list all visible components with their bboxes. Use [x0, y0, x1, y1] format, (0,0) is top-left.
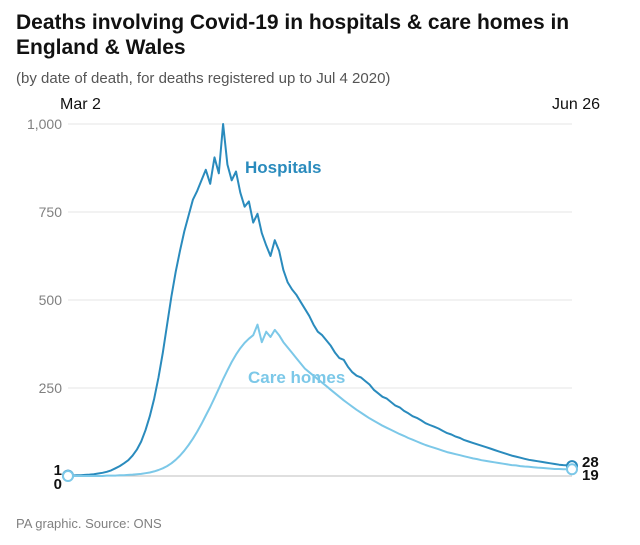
- chart-subtitle: (by date of death, for deaths registered…: [16, 70, 390, 87]
- start-label-carehomes: 0: [44, 476, 62, 493]
- chart-container: Deaths involving Covid-19 in hospitals &…: [0, 0, 640, 545]
- end-label-carehomes: 19: [582, 467, 599, 484]
- y-tick-label: 750: [20, 204, 62, 220]
- y-tick-label: 500: [20, 292, 62, 308]
- series-label-care-homes: Care homes: [248, 368, 345, 388]
- y-tick-label: 1,000: [20, 116, 62, 132]
- chart-footer: PA graphic. Source: ONS: [16, 516, 162, 531]
- x-axis-start-label: Mar 2: [60, 96, 101, 114]
- x-axis-end-label: Jun 26: [552, 96, 600, 114]
- chart-title: Deaths involving Covid-19 in hospitals &…: [16, 10, 624, 60]
- y-tick-label: 250: [20, 380, 62, 396]
- series-label-hospitals: Hospitals: [245, 158, 322, 178]
